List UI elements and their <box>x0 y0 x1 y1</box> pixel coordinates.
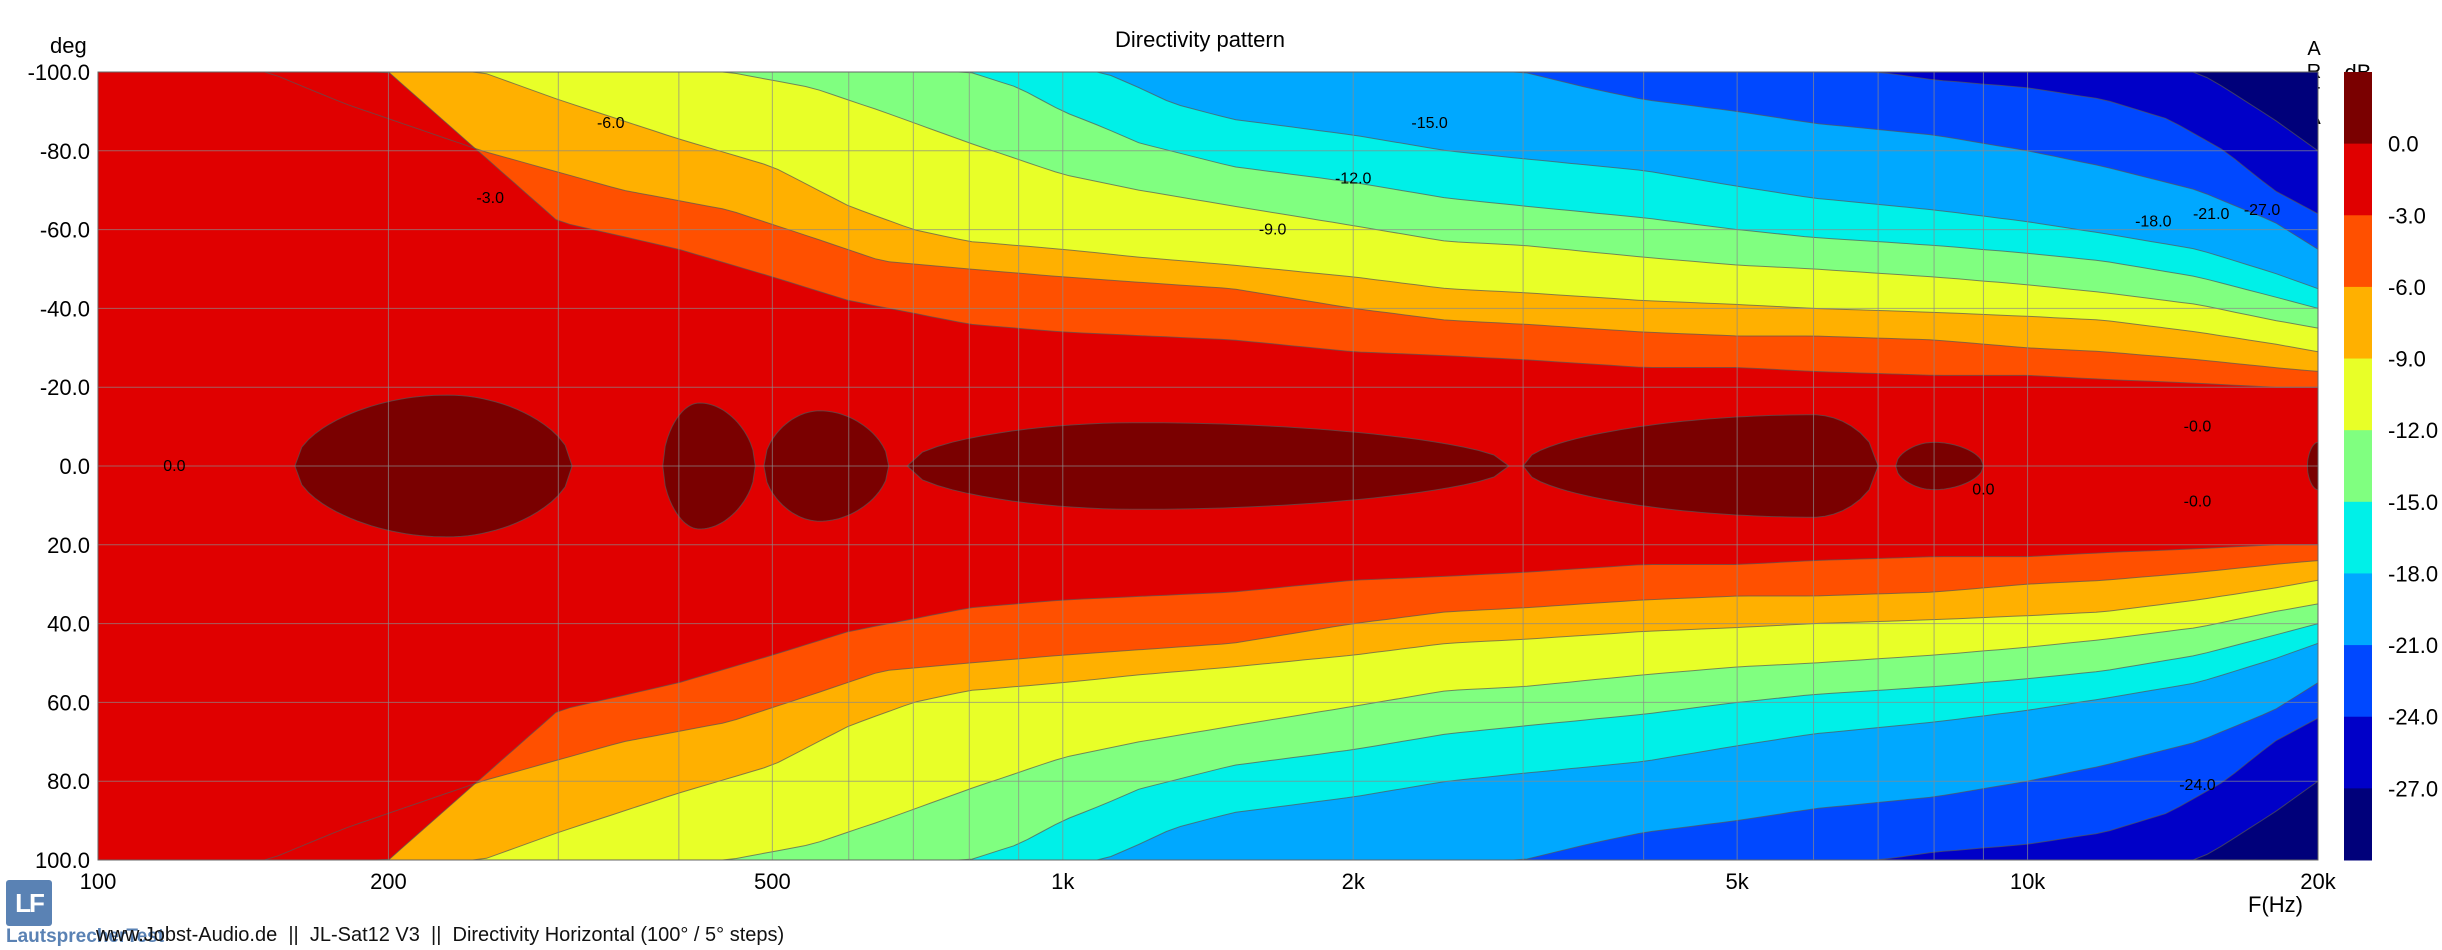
colorbar-label-8: -24.0 <box>2388 705 2438 730</box>
y-tick-label-6: 20.0 <box>47 533 90 558</box>
colorbar-swatch-10 <box>2344 788 2372 861</box>
colorbar-label-0: 0.0 <box>2388 132 2419 157</box>
contour-labels: 0.0 -3.0 -6.0 -9.0 -12.0 -15.0 -18.0 -21.0 -27.0… <box>163 115 2280 794</box>
colorbar-label-4: -12.0 <box>2388 418 2438 443</box>
x-tick-label-5: 5k <box>1726 869 1750 894</box>
colorbar-label-9: -27.0 <box>2388 776 2438 801</box>
plot-frame <box>97 71 2319 861</box>
contour-line--3-bottom <box>98 544 2318 861</box>
y-tick-label-4: -20.0 <box>40 375 90 400</box>
contour-label-2: -6.0 <box>597 115 625 132</box>
y-tick-label-7: 40.0 <box>47 612 90 637</box>
x-axis-label: F(Hz) <box>2248 892 2303 917</box>
grid-lines <box>97 71 2319 861</box>
colorbar-swatch-4 <box>2344 358 2372 431</box>
contour-label-10: -0.0 <box>2184 493 2212 510</box>
y-tick-label-9: 80.0 <box>47 769 90 794</box>
contour-label-3: -9.0 <box>1259 222 1287 239</box>
lf-logo: LF <box>6 880 52 926</box>
x-tick-label-7: 20k <box>2300 869 2336 894</box>
contour-label-9: 0.0 <box>1972 482 1994 499</box>
contour-label-12: -24.0 <box>2179 777 2216 794</box>
colorbar-swatch-1 <box>2344 143 2372 216</box>
y-axis-label: deg <box>50 33 87 58</box>
x-tick-label-4: 2k <box>1342 869 1366 894</box>
brand-text: LautsprecherTest <box>6 926 165 947</box>
contour-label-11: -0.0 <box>2184 419 2212 436</box>
colorbar-label-6: -18.0 <box>2388 561 2438 586</box>
colorbar-swatch-8 <box>2344 645 2372 718</box>
colorbar: 0.0 -3.0 -6.0 -9.0 -12.0 -15.0 -18.0 -21.0 -24.0… <box>2344 72 2438 861</box>
contour-label-1: -3.0 <box>476 190 504 207</box>
contour-line--3-top <box>98 71 2318 388</box>
colorbar-label-2: -6.0 <box>2388 275 2426 300</box>
y-tick-label-10: 100.0 <box>35 848 90 873</box>
colorbar-label-7: -21.0 <box>2388 633 2438 658</box>
colorbar-swatch-7 <box>2344 573 2372 646</box>
y-tick-label-8: 60.0 <box>47 690 90 715</box>
x-tick-label-2: 500 <box>754 869 791 894</box>
contour-line--6-top <box>98 71 2319 372</box>
x-tick-label-1: 200 <box>370 869 407 894</box>
y-axis-ticks: -100.0 -80.0 -60.0 -40.0 -20.0 0.0 20.0 40.0 60.… <box>28 60 90 873</box>
y-tick-label-5: 0.0 <box>59 454 90 479</box>
x-tick-label-3: 1k <box>1051 869 1075 894</box>
y-tick-label-1: -80.0 <box>40 139 90 164</box>
colorbar-swatch-0 <box>2344 72 2372 145</box>
colorbar-swatch-3 <box>2344 286 2372 360</box>
x-tick-label-6: 10k <box>2010 869 2046 894</box>
contour-label-8: -27.0 <box>2244 202 2281 219</box>
colorbar-label-1: -3.0 <box>2388 203 2426 228</box>
x-axis-ticks: 100 200 500 1k 2k 5k 10k 20k <box>80 869 2337 894</box>
contour-label-6: -18.0 <box>2135 214 2172 231</box>
contour-label-5: -15.0 <box>1411 115 1448 132</box>
colorbar-label-3: -9.0 <box>2388 347 2426 372</box>
contour-label-4: -12.0 <box>1335 170 1372 187</box>
contour-label-7: -21.0 <box>2193 206 2230 223</box>
colorbar-label-5: -15.0 <box>2388 490 2438 515</box>
x-tick-label-0: 100 <box>80 869 117 894</box>
colorbar-swatch-6 <box>2344 501 2372 574</box>
colorbar-swatch-5 <box>2344 430 2372 503</box>
colorbar-swatch-9 <box>2344 716 2372 789</box>
colorbar-swatch-2 <box>2344 215 2372 288</box>
chart-title: Directivity pattern <box>1115 27 1285 52</box>
y-tick-label-3: -40.0 <box>40 296 90 321</box>
contour-line--6-bottom <box>98 560 2319 861</box>
contour-label-0: 0.0 <box>163 458 185 475</box>
y-tick-label-2: -60.0 <box>40 218 90 243</box>
y-tick-label-0: -100.0 <box>28 60 90 85</box>
footer-caption: www.Jobst-Audio.de || JL-Sat12 V3 || Dir… <box>96 924 785 946</box>
